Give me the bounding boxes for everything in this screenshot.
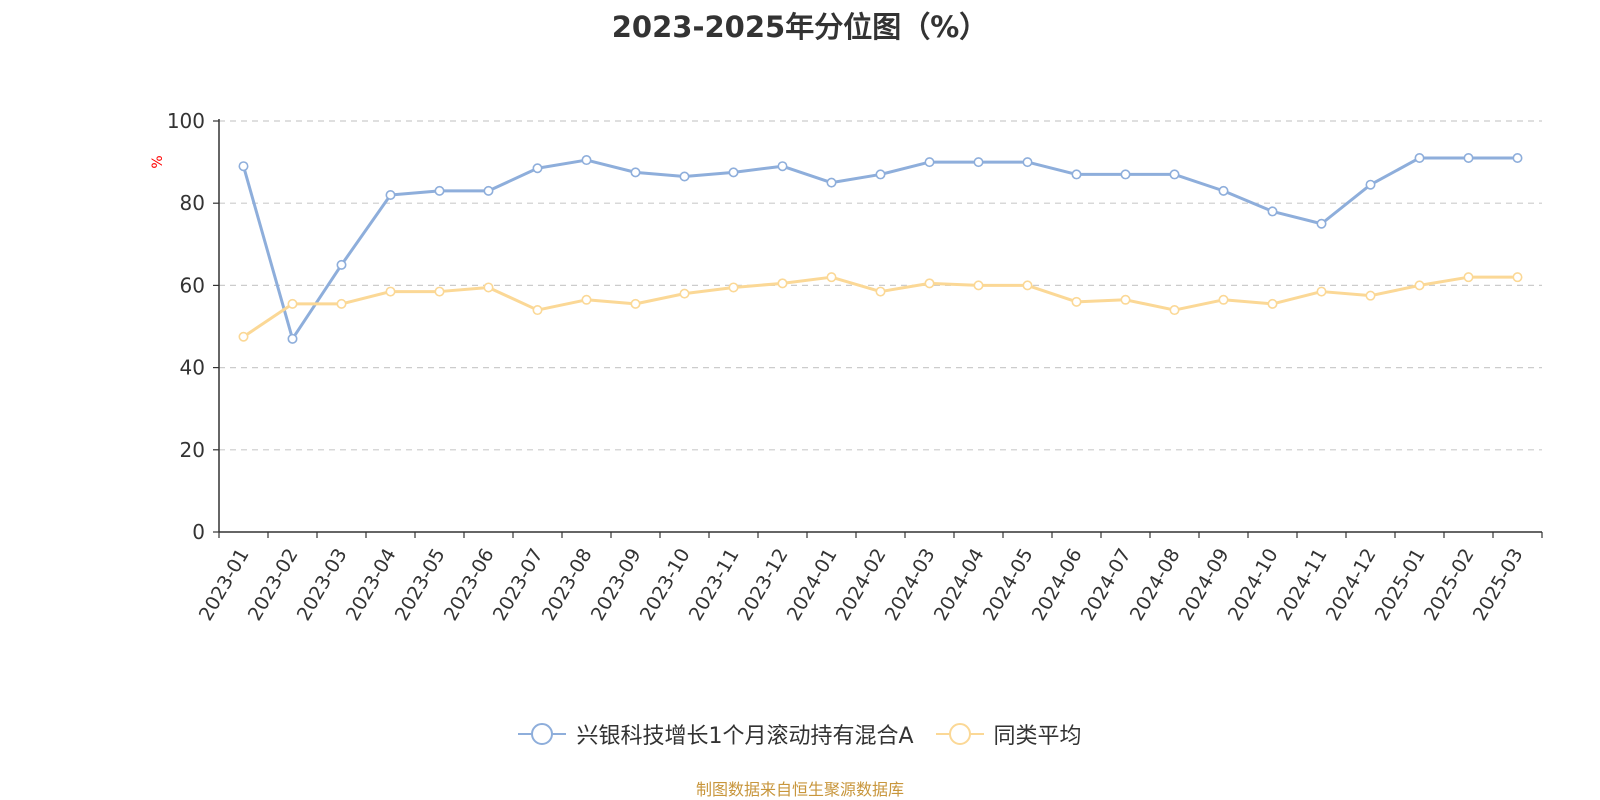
data-point-s1-2024-12[interactable] — [1365, 290, 1376, 301]
data-point-s1-2024-07[interactable] — [1120, 294, 1131, 305]
data-point-s0-2024-09[interactable] — [1218, 185, 1229, 196]
data-point-s1-2024-08[interactable] — [1169, 305, 1180, 316]
data-point-s1-2024-09[interactable] — [1218, 294, 1229, 305]
series-line-0 — [242, 156, 1518, 341]
data-point-s0-2024-01[interactable] — [826, 177, 837, 188]
series-line-1 — [242, 275, 1518, 339]
data-point-s1-2023-12[interactable] — [777, 278, 788, 289]
axes — [213, 119, 1543, 538]
legend-swatch-peer-average — [935, 723, 984, 745]
data-point-s0-2024-02[interactable] — [875, 169, 886, 180]
y-tick-label-40: 40 — [180, 356, 205, 380]
legend-swatch-fund — [518, 723, 567, 745]
data-point-s0-2023-01[interactable] — [238, 161, 249, 172]
chart-title: 2023-2025年分位图（%） — [611, 10, 989, 44]
data-point-s1-2024-02[interactable] — [875, 286, 886, 297]
data-point-s1-2023-05[interactable] — [434, 286, 445, 297]
data-point-s1-2024-05[interactable] — [1022, 280, 1033, 291]
data-point-s0-2024-04[interactable] — [973, 157, 984, 168]
source-note: 制图数据来自恒生聚源数据库 — [695, 780, 904, 799]
data-point-s1-2023-07[interactable] — [532, 305, 543, 316]
tick-labels: 020406080100%2023-012023-022023-032023-0… — [150, 109, 1528, 625]
data-point-s0-2023-11[interactable] — [728, 167, 739, 178]
grid-lines — [219, 120, 1542, 451]
data-point-s1-2023-02[interactable] — [287, 298, 298, 309]
data-point-s1-2023-01[interactable] — [238, 331, 249, 342]
y-axis-label: % — [150, 155, 166, 168]
data-point-s0-2023-06[interactable] — [483, 185, 494, 196]
data-point-s1-2023-09[interactable] — [630, 298, 641, 309]
data-point-s1-2024-10[interactable] — [1267, 298, 1278, 309]
legend: 兴银科技增长1个月滚动持有混合A 同类平均 — [0, 718, 1600, 750]
data-point-s1-2024-03[interactable] — [924, 278, 935, 289]
y-tick-label-0: 0 — [192, 520, 205, 544]
legend-label-peer-average: 同类平均 — [993, 724, 1082, 749]
data-point-s1-2023-06[interactable] — [483, 282, 494, 293]
y-tick-label-80: 80 — [180, 191, 205, 215]
data-point-s0-2024-08[interactable] — [1169, 169, 1180, 180]
y-tick-label-20: 20 — [180, 438, 205, 462]
y-tick-label-60: 60 — [180, 273, 205, 297]
legend-item-fund[interactable]: 兴银科技增长1个月滚动持有混合A — [518, 718, 914, 750]
legend-item-peer-average[interactable]: 同类平均 — [935, 718, 1082, 750]
data-point-s1-2023-03[interactable] — [336, 298, 347, 309]
legend-label-fund: 兴银科技增长1个月滚动持有混合A — [576, 724, 914, 749]
data-point-s1-2023-10[interactable] — [679, 288, 690, 299]
data-point-s0-2025-01[interactable] — [1414, 152, 1425, 163]
data-point-s1-2024-01[interactable] — [826, 272, 837, 283]
data-point-s1-2023-04[interactable] — [385, 286, 396, 297]
data-point-s1-2025-03[interactable] — [1512, 272, 1523, 283]
data-point-s1-2024-04[interactable] — [973, 280, 984, 291]
data-point-s0-2023-04[interactable] — [385, 189, 396, 200]
data-point-s0-2023-08[interactable] — [581, 155, 592, 166]
data-point-s0-2024-11[interactable] — [1316, 218, 1327, 229]
data-point-s0-2023-12[interactable] — [777, 161, 788, 172]
data-point-s1-2023-08[interactable] — [581, 294, 592, 305]
data-point-s0-2023-07[interactable] — [532, 163, 543, 174]
data-point-s0-2025-03[interactable] — [1512, 152, 1523, 163]
data-point-s0-2023-05[interactable] — [434, 185, 445, 196]
data-point-s1-2024-11[interactable] — [1316, 286, 1327, 297]
data-point-s1-2025-02[interactable] — [1463, 272, 1474, 283]
series-lines — [238, 152, 1523, 344]
data-point-s0-2024-10[interactable] — [1267, 206, 1278, 217]
data-point-s0-2024-12[interactable] — [1365, 179, 1376, 190]
data-point-s1-2024-06[interactable] — [1071, 296, 1082, 307]
data-point-s0-2023-09[interactable] — [630, 167, 641, 178]
data-point-s0-2024-07[interactable] — [1120, 169, 1131, 180]
data-point-s0-2025-02[interactable] — [1463, 152, 1474, 163]
data-point-s0-2024-06[interactable] — [1071, 169, 1082, 180]
y-tick-label-100: 100 — [167, 109, 205, 133]
data-point-s1-2023-11[interactable] — [728, 282, 739, 293]
data-point-s0-2024-05[interactable] — [1022, 157, 1033, 168]
data-point-s1-2025-01[interactable] — [1414, 280, 1425, 291]
data-point-s0-2023-02[interactable] — [287, 333, 298, 344]
data-point-s0-2023-10[interactable] — [679, 171, 690, 182]
data-point-s0-2024-03[interactable] — [924, 157, 935, 168]
data-point-s0-2023-03[interactable] — [336, 259, 347, 270]
